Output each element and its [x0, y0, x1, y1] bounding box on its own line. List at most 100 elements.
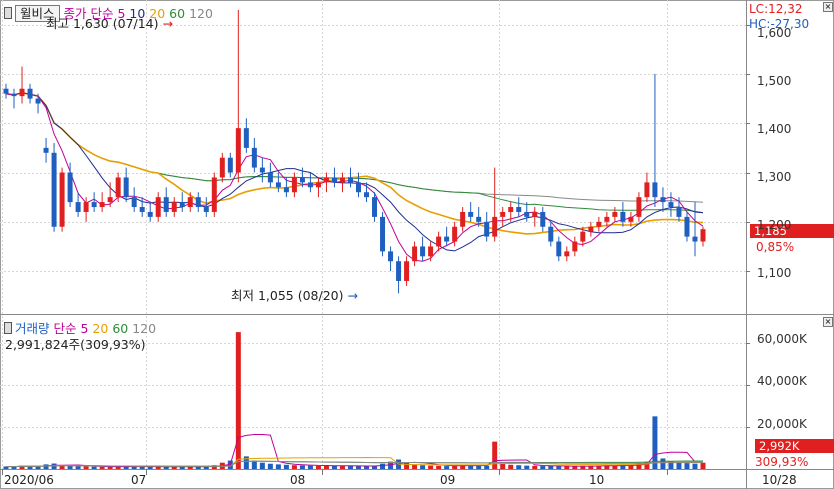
vol-ma5-line [5, 434, 704, 468]
y-label-1500: 1,500 [757, 74, 792, 88]
candle-body [91, 202, 97, 208]
candle-body [27, 88, 33, 99]
legend-volume: 거래량 [15, 321, 50, 336]
volume-bar [628, 465, 634, 469]
candle-body [267, 172, 273, 183]
volume-bar [556, 466, 562, 469]
candle-body [35, 98, 41, 104]
panel-collapse-icon[interactable] [4, 322, 12, 334]
volume-bar [27, 466, 33, 469]
volume-value-tag: 2,992K [755, 439, 834, 453]
candle-body [676, 207, 682, 217]
volume-bar [548, 465, 554, 469]
x-label-08: 08 [290, 473, 306, 487]
volume-bar [700, 462, 706, 469]
candle-body [11, 93, 17, 97]
legend-vol-ma120: 120 [132, 321, 157, 336]
candle-body [372, 197, 378, 217]
panel-collapse-icon[interactable] [4, 7, 12, 19]
candle-body [700, 229, 706, 242]
volume-bar [652, 416, 658, 469]
volume-bar [299, 465, 305, 469]
candle-body [636, 197, 642, 217]
candle-body [428, 246, 434, 257]
volume-bar [67, 465, 73, 469]
candle-body [540, 211, 546, 227]
volume-bar [339, 466, 345, 469]
stock-title[interactable]: 윌비스 [15, 5, 60, 22]
volume-bar [636, 463, 642, 469]
volume-bar [604, 465, 610, 469]
volume-bar [620, 465, 626, 469]
volume-bar [516, 465, 522, 469]
volume-bar [420, 465, 426, 469]
legend-ma10: 10 [129, 6, 146, 21]
candle-body [580, 231, 586, 242]
volume-bar [283, 464, 289, 469]
volume-bar [372, 465, 378, 469]
y-label-1300: 1,300 [757, 170, 792, 184]
candle-body [347, 177, 353, 183]
volume-bar [524, 465, 530, 469]
volume-bar [364, 466, 370, 469]
volume-bar [404, 462, 410, 469]
volume-bar [35, 466, 41, 469]
candle-body [283, 187, 289, 193]
vol-label-60000k: 60,000K [757, 332, 807, 346]
candle-body [131, 197, 137, 208]
volume-bar [644, 461, 650, 469]
volume-bar [171, 466, 177, 469]
y-label-1600: 1,600 [757, 26, 792, 40]
y-label-1400: 1,400 [757, 122, 792, 136]
candle-body [612, 211, 618, 217]
volume-bar [187, 466, 193, 469]
candle-body [548, 226, 554, 242]
volume-bar [388, 461, 394, 469]
ma5-line [5, 92, 704, 262]
lc-readout: LC:12,32 [749, 2, 803, 16]
volume-bar [243, 456, 249, 469]
volume-bar [484, 465, 490, 469]
candle-body [211, 177, 217, 212]
candle-body [307, 182, 313, 188]
candle-body [243, 128, 249, 148]
volume-legend: 거래량 단순 5 20 60 120 [4, 318, 156, 337]
x-label-10-28: 10/28 [762, 473, 797, 487]
hc-readout: HC:-27,30 [749, 17, 810, 31]
ma20-line [5, 91, 704, 235]
candle-body [364, 192, 370, 198]
candle-body [684, 216, 690, 237]
candle-body [436, 236, 442, 247]
volume-bar [500, 462, 506, 469]
candle-body [275, 182, 281, 188]
x-label-09: 09 [440, 473, 456, 487]
current-change-pct: 0,85% [756, 240, 795, 254]
close-icon[interactable]: × [823, 2, 833, 12]
candle-body [19, 88, 25, 97]
volume-bar [291, 465, 297, 469]
candle-body [107, 197, 113, 203]
volume-bar [540, 466, 546, 469]
volume-bar [323, 465, 329, 469]
volume-bar [83, 466, 89, 469]
candle-body [500, 211, 506, 217]
candle-body [299, 177, 305, 183]
candle-body [123, 177, 129, 198]
volume-bar [684, 463, 690, 469]
candle-body [203, 207, 209, 212]
low-annotation: 최저 1,055 (08/20) → [231, 288, 358, 303]
candle-body [323, 177, 329, 183]
volume-bar [3, 466, 9, 469]
vol-ma120-line [5, 460, 703, 468]
close-icon[interactable]: × [823, 317, 833, 327]
candle-body [604, 216, 610, 222]
candle-body [588, 226, 594, 232]
volume-bar [91, 466, 97, 469]
volume-bar [267, 463, 273, 469]
volume-bar [19, 465, 25, 469]
candle-body [139, 207, 145, 212]
volume-bar [147, 466, 153, 469]
candle-body [572, 241, 578, 252]
volume-bar [131, 466, 137, 469]
volume-bar [115, 466, 121, 469]
